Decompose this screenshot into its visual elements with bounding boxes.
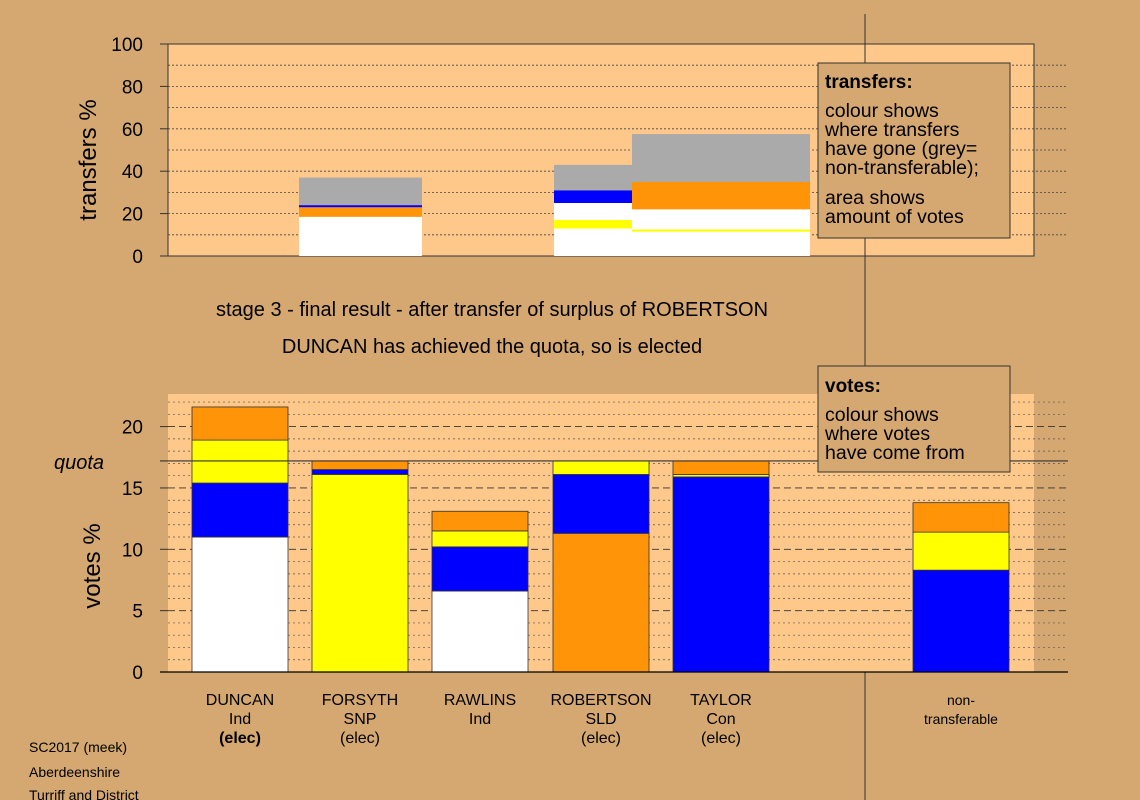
transfer-block: [632, 209, 810, 230]
footer-line: Turriff and District: [29, 787, 139, 800]
legend-votes: votes: colour shows where votes have com…: [817, 365, 1011, 473]
candidate-name: ROBERTSON: [550, 692, 651, 709]
candidate-party: Con: [706, 711, 735, 728]
vote-segment: [431, 546, 529, 592]
vote-segment: [552, 532, 650, 673]
y-tick-label: 15: [122, 479, 143, 500]
legend-votes-line: where votes: [824, 423, 930, 445]
vote-segment: [672, 476, 770, 673]
transfer-block: [632, 231, 810, 256]
vote-segment: [191, 482, 289, 538]
transfer-block: [632, 181, 810, 210]
candidate-party: SNP: [344, 711, 377, 728]
candidate-status: (elec): [340, 730, 380, 747]
transfer-block: [299, 207, 422, 217]
vote-segment: [311, 469, 409, 475]
candidate-party: Ind: [229, 711, 251, 728]
vote-segment: [191, 439, 289, 484]
vote-segment: [552, 474, 650, 534]
vote-segment: [191, 536, 289, 673]
legend-transfers-line: have gone (grey=: [825, 138, 977, 160]
candidate-name: DUNCAN: [206, 692, 274, 709]
transfer-block: [299, 205, 422, 208]
y-tick-label: 0: [132, 247, 143, 268]
legend-transfers-title: transfers:: [825, 72, 913, 93]
transfer-block: [632, 229, 810, 232]
footer-line: Aberdeenshire: [29, 764, 120, 780]
legend-votes-line: colour shows: [825, 404, 939, 426]
footer-line: SC2017 (meek): [29, 739, 127, 755]
candidate-status: (elec): [581, 730, 621, 747]
transfers-y-axis-label: transfers %: [75, 99, 102, 220]
vote-segment: [672, 460, 770, 475]
legend-votes-title: votes:: [825, 376, 881, 397]
y-tick-label: 60: [122, 120, 143, 141]
candidate-party: Ind: [469, 711, 491, 728]
vote-segment: [552, 460, 650, 475]
candidate-name: non-: [947, 692, 975, 708]
y-tick-label: 20: [122, 418, 143, 439]
legend-transfers-line: non-transferable);: [825, 157, 979, 179]
y-tick-label: 40: [122, 162, 143, 183]
y-tick-label: 100: [111, 35, 143, 56]
candidate-status: (elec): [701, 730, 741, 747]
y-tick-label: 20: [122, 205, 143, 226]
legend-transfers: transfers: colour shows where transfers …: [817, 62, 1011, 239]
candidate-party: transferable: [924, 711, 998, 727]
y-tick-label: 5: [132, 602, 143, 623]
candidate-name: FORSYTH: [322, 692, 398, 709]
votes-y-axis-label: votes %: [79, 523, 106, 608]
legend-votes-line: have come from: [825, 442, 965, 464]
vote-segment: [191, 406, 289, 441]
vote-segment: [311, 460, 409, 470]
legend-transfers-line: where transfers: [824, 119, 960, 141]
y-tick-label: 80: [122, 77, 143, 98]
quota-label: quota: [54, 452, 104, 474]
vote-segment: [431, 530, 529, 548]
candidate-name: TAYLOR: [690, 692, 752, 709]
legend-transfers-line: colour shows: [825, 100, 939, 122]
vote-segment: [912, 531, 1010, 571]
elected-description: DUNCAN has achieved the quota, so is ele…: [282, 336, 702, 358]
candidate-status: (elec): [219, 730, 261, 747]
legend-transfers-line: amount of votes: [825, 206, 964, 228]
transfer-block: [299, 177, 422, 206]
transfer-block: [299, 216, 422, 256]
transfer-block: [632, 134, 810, 182]
vote-segment: [912, 502, 1010, 533]
y-tick-label: 0: [132, 663, 143, 684]
vote-segment: [912, 569, 1010, 673]
y-tick-label: 10: [122, 540, 143, 561]
vote-segment: [311, 474, 409, 673]
legend-transfers-line: area shows: [825, 187, 925, 209]
vote-segment: [431, 590, 529, 673]
vote-segment: [431, 510, 529, 532]
candidate-name: RAWLINS: [444, 692, 516, 709]
stage-description: stage 3 - final result - after transfer …: [216, 299, 768, 321]
candidate-party: SLD: [585, 711, 616, 728]
